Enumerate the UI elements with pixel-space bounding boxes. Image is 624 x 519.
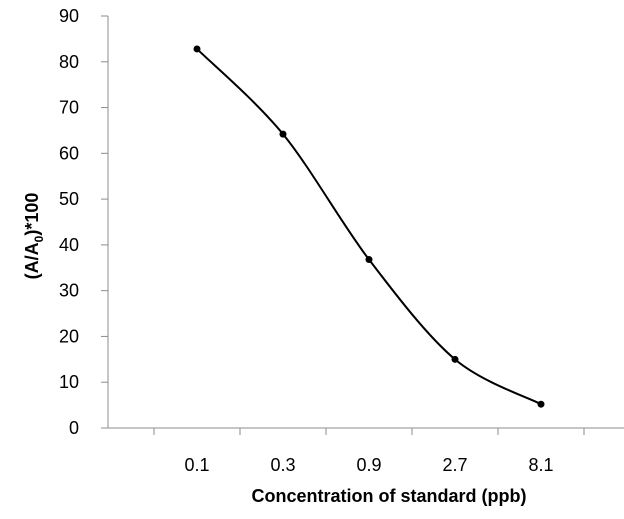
y-tick-label: 0 — [69, 418, 79, 438]
x-tick-label: 0.3 — [270, 455, 295, 475]
x-tick-label: 2.7 — [442, 455, 467, 475]
data-point — [193, 45, 201, 53]
x-tick-label: 0.9 — [356, 455, 381, 475]
x-axis-title: Concentration of standard (ppb) — [252, 486, 527, 506]
x-tick-label: 0.1 — [184, 455, 209, 475]
y-axis-title-subscript: 0 — [32, 235, 46, 242]
y-tick-label: 50 — [59, 189, 79, 209]
series-line — [196, 48, 542, 406]
data-point — [365, 256, 373, 264]
y-tick-label: 80 — [59, 52, 79, 72]
data-point — [537, 400, 545, 408]
y-tick-label: 40 — [59, 235, 79, 255]
y-tick-label: 30 — [59, 281, 79, 301]
y-tick-label: 90 — [59, 6, 79, 26]
y-axis: 0 10 20 30 40 50 60 70 80 90 — [59, 6, 109, 438]
y-axis-title-suffix: )*100 — [22, 193, 42, 236]
data-point — [279, 130, 287, 138]
y-tick-label: 70 — [59, 98, 79, 118]
y-tick-label: 20 — [59, 326, 79, 346]
y-axis-title-prefix: (A/A — [22, 242, 42, 279]
data-point — [451, 355, 459, 363]
x-tick-label: 8.1 — [528, 455, 553, 475]
series — [193, 45, 545, 408]
y-tick-label: 10 — [59, 372, 79, 392]
y-tick-label: 60 — [59, 143, 79, 163]
y-axis-title: (A/A0)*100 — [22, 193, 46, 280]
x-axis: 0.1 0.3 0.9 2.7 8.1 — [108, 427, 624, 475]
